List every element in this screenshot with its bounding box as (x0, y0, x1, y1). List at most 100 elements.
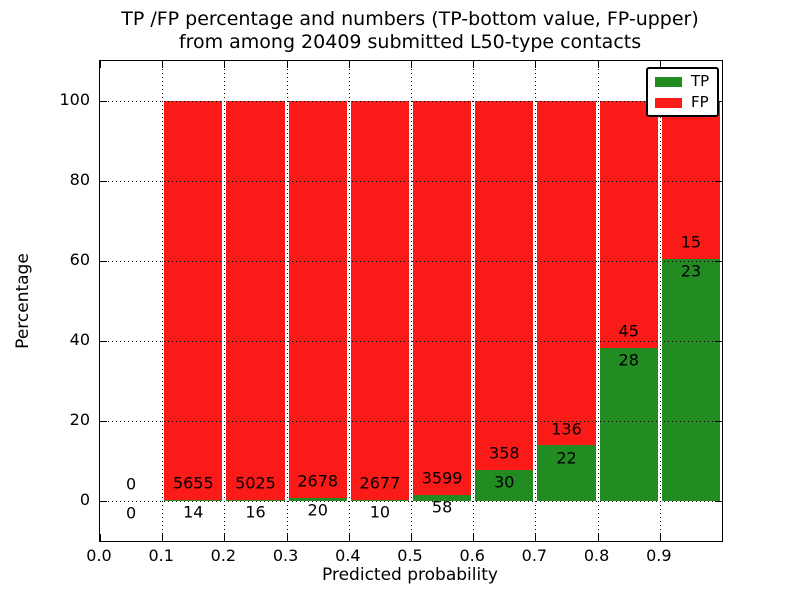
y-tick-mark (100, 261, 107, 262)
y-tick-mark-right (715, 261, 722, 262)
y-axis-label: Percentage (13, 253, 33, 349)
x-tick-mark-top (660, 61, 661, 68)
fp-count-label: 5655 (172, 473, 214, 493)
plot-area: 0 0 5655 14 5025 16 2678 20 2677 10 3599 58 358 30 136… (99, 60, 723, 542)
x-gridline (660, 61, 661, 541)
y-tick-mark (100, 341, 107, 342)
x-tick-mark (287, 534, 288, 541)
y-tick-mark (100, 101, 107, 102)
y-tick-mark (100, 501, 107, 502)
x-tick-label: 0.3 (272, 546, 299, 565)
fp-count-label: 3599 (421, 468, 463, 488)
fp-count-label: 358 (489, 443, 520, 463)
x-gridline (598, 61, 599, 541)
tp-count-label: 58 (431, 497, 453, 517)
bar-fp-segment (599, 101, 658, 348)
fp-count-label: 15 (680, 232, 702, 252)
x-tick-label: 0.6 (459, 546, 485, 565)
x-tick-label: 0.4 (335, 546, 361, 565)
x-tick-mark (411, 534, 412, 541)
x-tick-mark-top (535, 61, 536, 68)
y-tick-mark (100, 421, 107, 422)
x-tick-label: 0.1 (148, 546, 174, 565)
legend: TP FP (646, 67, 719, 117)
legend-label-tp: TP (691, 72, 710, 90)
bar-fp-segment (537, 101, 596, 446)
x-tick-label: 0.5 (397, 546, 423, 565)
bar-tp-segment (475, 470, 534, 501)
x-tick-mark (349, 534, 350, 541)
fp-count-label: 2678 (297, 471, 339, 491)
x-tick-label: 0.2 (210, 546, 237, 565)
tp-count-label: 14 (183, 502, 204, 522)
y-tick-label: 100 (59, 90, 90, 109)
fp-count-label: 2677 (359, 473, 401, 493)
fp-count-label: 136 (551, 419, 582, 438)
x-tick-label: 0.9 (646, 546, 672, 565)
y-tick-mark-right (715, 181, 722, 182)
x-gridline (411, 61, 412, 541)
legend-item-tp: TP (655, 74, 717, 89)
x-tick-mark (598, 534, 599, 541)
y-tick-label: 20 (69, 410, 90, 429)
bar-fp-segment (226, 101, 285, 500)
tp-count-label: 20 (307, 500, 328, 520)
x-tick-mark (660, 534, 661, 541)
bar-tp-segment (537, 445, 596, 501)
fp-color-swatch (655, 97, 682, 108)
bar-fp-segment (413, 101, 472, 495)
fp-count-label: 0 (126, 474, 137, 494)
y-tick-mark-right (715, 341, 722, 342)
tp-count-label: 23 (680, 261, 702, 281)
x-axis-label: Predicted probability (322, 565, 498, 585)
bar-fp-segment (288, 101, 347, 499)
bar-fp-segment (661, 101, 720, 259)
y-tick-mark (100, 181, 107, 182)
bar-tp-segment (350, 499, 409, 501)
legend-item-fp: FP (655, 95, 717, 110)
bar-fp-segment (350, 101, 409, 500)
tp-count-label: 16 (245, 502, 266, 522)
tp-count-label: 10 (369, 502, 391, 522)
x-tick-mark-top (100, 61, 101, 68)
legend-label-fp: FP (691, 93, 709, 111)
y-tick-label: 0 (79, 490, 90, 509)
tp-count-label: 22 (556, 448, 577, 468)
bar-tp-segment (599, 347, 658, 501)
fp-count-label: 45 (618, 321, 639, 341)
x-tick-mark-top (162, 61, 163, 68)
bar-fp-segment (475, 101, 534, 471)
x-tick-mark (473, 534, 474, 541)
tp-color-swatch (655, 76, 682, 87)
y-tick-label: 40 (69, 330, 90, 349)
y-tick-mark-right (715, 421, 722, 422)
x-gridline (287, 61, 288, 541)
tp-count-label: 30 (494, 472, 515, 492)
bar-tp-segment (413, 494, 472, 501)
x-tick-mark (100, 534, 101, 541)
y-tick-label: 80 (69, 170, 90, 189)
tp-count-label: 0 (126, 503, 137, 523)
bar-tp-segment (226, 499, 285, 501)
bar-fp-segment (164, 101, 223, 500)
y-tick-label: 60 (69, 250, 90, 269)
x-tick-label: 0.0 (86, 546, 112, 565)
chart-title-line2: from among 20409 submitted L50-type cont… (178, 31, 642, 53)
x-tick-mark-top (287, 61, 288, 68)
x-tick-mark-top (224, 61, 225, 68)
bar-tp-segment (288, 498, 347, 501)
x-tick-mark (162, 534, 163, 541)
x-tick-mark-top (598, 61, 599, 68)
x-tick-mark (224, 534, 225, 541)
fp-count-label: 5025 (235, 473, 276, 493)
x-gridline (535, 61, 536, 541)
x-gridline (473, 61, 474, 541)
x-tick-label: 0.7 (521, 546, 548, 565)
bar-tp-segment (661, 258, 720, 501)
x-gridline (349, 61, 350, 541)
x-tick-label: 0.8 (583, 546, 610, 565)
x-gridline (162, 61, 163, 541)
x-tick-mark-top (349, 61, 350, 68)
tp-count-label: 28 (618, 350, 639, 370)
